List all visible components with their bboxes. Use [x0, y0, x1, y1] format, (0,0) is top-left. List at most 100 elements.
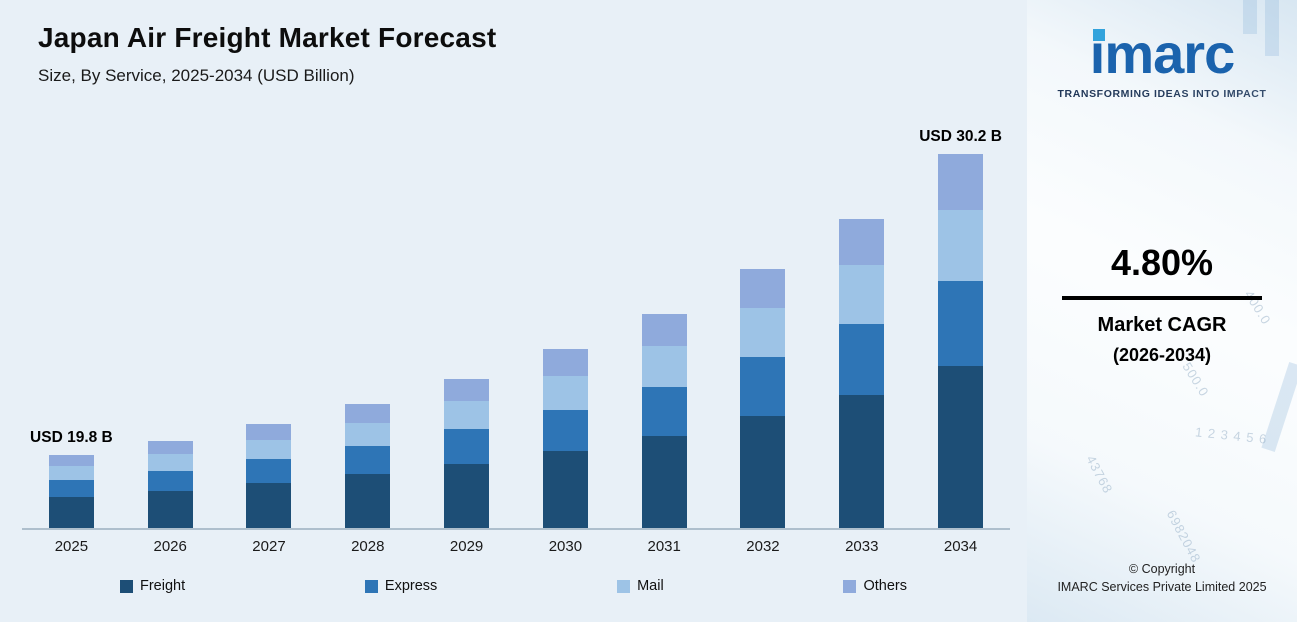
- page-subtitle: Size, By Service, 2025-2034 (USD Billion…: [38, 66, 355, 85]
- bar-slot-2034: USD 30.2 B: [911, 128, 1010, 528]
- x-tick-2030: 2030: [548, 538, 583, 555]
- segment-freight-2034: [938, 366, 984, 528]
- legend-swatch-others: [843, 579, 857, 593]
- segment-others-2026: [147, 441, 193, 454]
- legend-swatch-express: [364, 579, 378, 593]
- legend-item-mail: Mail: [617, 578, 664, 594]
- stacked-bar-2033: [839, 219, 885, 528]
- cagr-divider: [1062, 296, 1262, 300]
- bar-chart: USD 19.8 B USD 30.2 B: [22, 118, 1010, 530]
- stacked-bar-2026: [147, 441, 193, 528]
- segment-express-2032: [740, 356, 786, 417]
- bar-slot-2025: USD 19.8 B: [22, 429, 121, 528]
- segment-mail-2034: [938, 209, 984, 281]
- page-title: Japan Air Freight Market Forecast: [38, 22, 497, 53]
- copyright-line1: © Copyright: [1128, 561, 1196, 576]
- segment-express-2028: [345, 446, 391, 475]
- legend-label-others: Others: [863, 578, 907, 594]
- segment-express-2026: [147, 470, 193, 491]
- segment-others-2029: [444, 379, 490, 402]
- legend-item-express: Express: [364, 578, 438, 594]
- segment-others-2034: [938, 154, 984, 210]
- segment-express-2034: [938, 280, 984, 367]
- chart-legend: Freight Express Mail Others: [120, 578, 907, 594]
- decorative-bar: [1265, 0, 1279, 56]
- decorative-background: [1027, 0, 1297, 622]
- bar-slot-2033: [812, 219, 911, 528]
- stacked-bar-2029: [444, 379, 490, 528]
- segment-express-2031: [641, 386, 687, 436]
- segment-others-2032: [740, 269, 786, 308]
- bar-slot-2032: [714, 269, 813, 528]
- legend-label-express: Express: [384, 578, 438, 594]
- segment-freight-2031: [641, 435, 687, 528]
- segment-express-2029: [444, 429, 490, 464]
- bar-slot-2027: [220, 424, 319, 528]
- x-tick-2025: 2025: [54, 538, 89, 555]
- legend-label-mail: Mail: [637, 578, 664, 594]
- legend-item-freight: Freight: [120, 578, 185, 594]
- x-tick-2028: 2028: [351, 538, 385, 555]
- segment-express-2025: [48, 479, 94, 497]
- bar-slot-2028: [318, 404, 417, 528]
- stacked-bar-2034: [938, 154, 984, 528]
- stacked-bar-2028: [345, 404, 391, 528]
- segment-freight-2027: [246, 483, 292, 528]
- logo-tagline: TRANSFORMING IDEAS INTO IMPACT: [1027, 88, 1297, 100]
- copyright-line2: IMARC Services Private Limited 2025: [1057, 579, 1267, 594]
- segment-freight-2032: [740, 416, 786, 528]
- stacked-bar-2032: [740, 269, 786, 528]
- segment-freight-2026: [147, 490, 193, 528]
- x-tick-2027: 2027: [252, 538, 286, 555]
- segment-express-2030: [542, 410, 588, 452]
- segment-mail-2030: [542, 375, 588, 411]
- x-tick-2031: 2031: [647, 538, 681, 555]
- x-tick-2032: 2032: [746, 538, 780, 555]
- segment-mail-2028: [345, 422, 391, 447]
- chart-panel: Japan Air Freight Market Forecast Size, …: [0, 0, 1027, 622]
- bar-slot-2026: [121, 441, 220, 528]
- stacked-bar-2030: [542, 349, 588, 528]
- cagr-block: 4.80% Market CAGR (2026-2034): [1027, 242, 1297, 366]
- segment-mail-2029: [444, 401, 490, 430]
- segment-mail-2026: [147, 453, 193, 471]
- bar-slot-2031: [615, 314, 714, 528]
- logo-wordmark: imarc: [1089, 22, 1235, 85]
- segment-freight-2030: [542, 451, 588, 528]
- stacked-bar-2027: [246, 424, 292, 528]
- segment-others-2033: [839, 219, 885, 266]
- bar-total-label-2034: USD 30.2 B: [919, 128, 1002, 145]
- sidebar: 500.0 400.0 1 2 3 4 5 6 6982048 43768 im…: [1027, 0, 1297, 622]
- imarc-logo: imarc: [1089, 22, 1235, 85]
- copyright: © Copyright IMARC Services Private Limit…: [1027, 560, 1297, 596]
- segment-mail-2027: [246, 439, 292, 460]
- legend-swatch-freight: [120, 579, 133, 593]
- segment-freight-2033: [839, 394, 885, 528]
- x-tick-2029: 2029: [449, 538, 484, 555]
- bar-slot-2029: [417, 379, 516, 528]
- legend-swatch-mail: [617, 579, 631, 593]
- segment-mail-2025: [48, 466, 94, 480]
- segment-mail-2032: [740, 307, 786, 357]
- segment-others-2028: [345, 404, 391, 423]
- cagr-period: (2026-2034): [1112, 345, 1212, 365]
- legend-label-freight: Freight: [140, 578, 186, 594]
- x-axis-labels: 2025 2026 2027 2028 2029 2030 2031 2032 2033 2034: [22, 538, 1010, 555]
- legend-item-others: Others: [843, 578, 907, 594]
- segment-freight-2028: [345, 474, 391, 528]
- x-tick-2026: 2026: [153, 538, 187, 555]
- cagr-label: Market CAGR: [1097, 314, 1227, 336]
- x-tick-2034: 2034: [943, 538, 978, 555]
- segment-freight-2029: [444, 463, 490, 528]
- bar-total-label-2025: USD 19.8 B: [30, 429, 113, 446]
- segment-others-2025: [48, 455, 94, 466]
- segment-mail-2031: [641, 345, 687, 387]
- segment-others-2030: [542, 349, 588, 376]
- segment-express-2033: [839, 324, 885, 395]
- segment-express-2027: [246, 459, 292, 484]
- x-tick-2033: 2033: [845, 538, 879, 555]
- decorative-bar: [1243, 0, 1257, 34]
- segment-freight-2025: [48, 496, 94, 528]
- stacked-bar-2025: [48, 455, 94, 528]
